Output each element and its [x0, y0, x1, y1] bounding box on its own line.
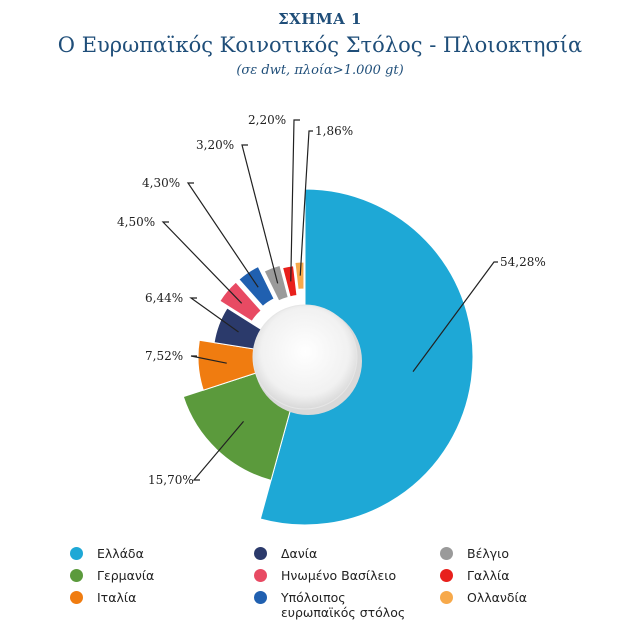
leader-line-9	[299, 130, 313, 276]
chart-title: Ο Ευρωπαϊκός Κοινοτικός Στόλος - Πλοιοκτ…	[57, 33, 583, 57]
slice-6	[238, 265, 275, 308]
legend-item: Γερμανία	[70, 568, 154, 583]
legend-label: Ελλάδα	[97, 546, 144, 561]
center-hole	[252, 304, 358, 410]
data-label-8: 2,20%	[248, 113, 286, 127]
legend-label: Γερμανία	[97, 568, 155, 583]
legend-label: Γαλλία	[467, 568, 510, 583]
slice-8	[281, 265, 298, 298]
leader-line-1	[412, 261, 498, 372]
data-label-1: 54,28%	[500, 255, 546, 269]
legend-label: Βέλγιο	[467, 546, 510, 561]
legend-swatch	[254, 591, 267, 604]
leader-line-2	[192, 420, 245, 481]
donut-chart: 54,28% 15,70% 7,52% 6,44% 4,50% 4,30% 3,20% 2,2…	[117, 113, 546, 526]
legend-label: Ηνωμένο Βασίλειο	[281, 568, 397, 583]
data-label-6: 4,30%	[142, 176, 180, 190]
legend-swatch	[440, 569, 453, 582]
figure-label: ΣΧΗΜΑ 1	[278, 10, 362, 28]
legend-swatch	[440, 547, 453, 560]
leader-line-8	[290, 119, 300, 282]
leader-line-6	[186, 182, 259, 288]
data-label-7: 3,20%	[196, 138, 234, 152]
data-label-3: 7,52%	[145, 349, 183, 363]
legend-label: Υπόλοιπος ευρωπαϊκός στόλος	[281, 590, 406, 620]
legend-label: Δανία	[281, 546, 318, 561]
legend-swatch	[70, 569, 83, 582]
legend-swatch	[70, 547, 83, 560]
legend-item: Ιταλία	[70, 590, 136, 605]
legend-item: Ελλάδα	[70, 546, 144, 561]
data-label-5: 4,50%	[117, 215, 155, 229]
legend-item: Βέλγιο	[440, 546, 509, 561]
leader-line-3	[190, 355, 227, 364]
legend-item: Υπόλοιπος ευρωπαϊκός στόλος	[254, 590, 405, 620]
data-label-4: 6,44%	[145, 291, 183, 305]
legend-item: Δανία	[254, 546, 317, 561]
leader-line-4	[189, 297, 239, 333]
legend-item: Ολλανδία	[440, 590, 527, 605]
data-label-2: 15,70%	[148, 473, 194, 487]
legend-item: Γαλλία	[440, 568, 509, 583]
legend-swatch	[254, 547, 267, 560]
leader-line-7	[241, 144, 279, 284]
legend-swatch	[440, 591, 453, 604]
slice-9	[294, 261, 305, 290]
legend-label: Ιταλία	[97, 590, 137, 605]
chart-subtitle: (σε dwt, πλοία>1.000 gt)	[236, 63, 404, 78]
legend-swatch	[70, 591, 83, 604]
legend-item: Ηνωμένο Βασίλειο	[254, 568, 396, 583]
data-label-9: 1,86%	[315, 124, 353, 138]
slice-7	[263, 264, 289, 302]
legend-label: Ολλανδία	[467, 590, 527, 605]
legend-swatch	[254, 569, 267, 582]
leader-line-5	[161, 221, 243, 304]
